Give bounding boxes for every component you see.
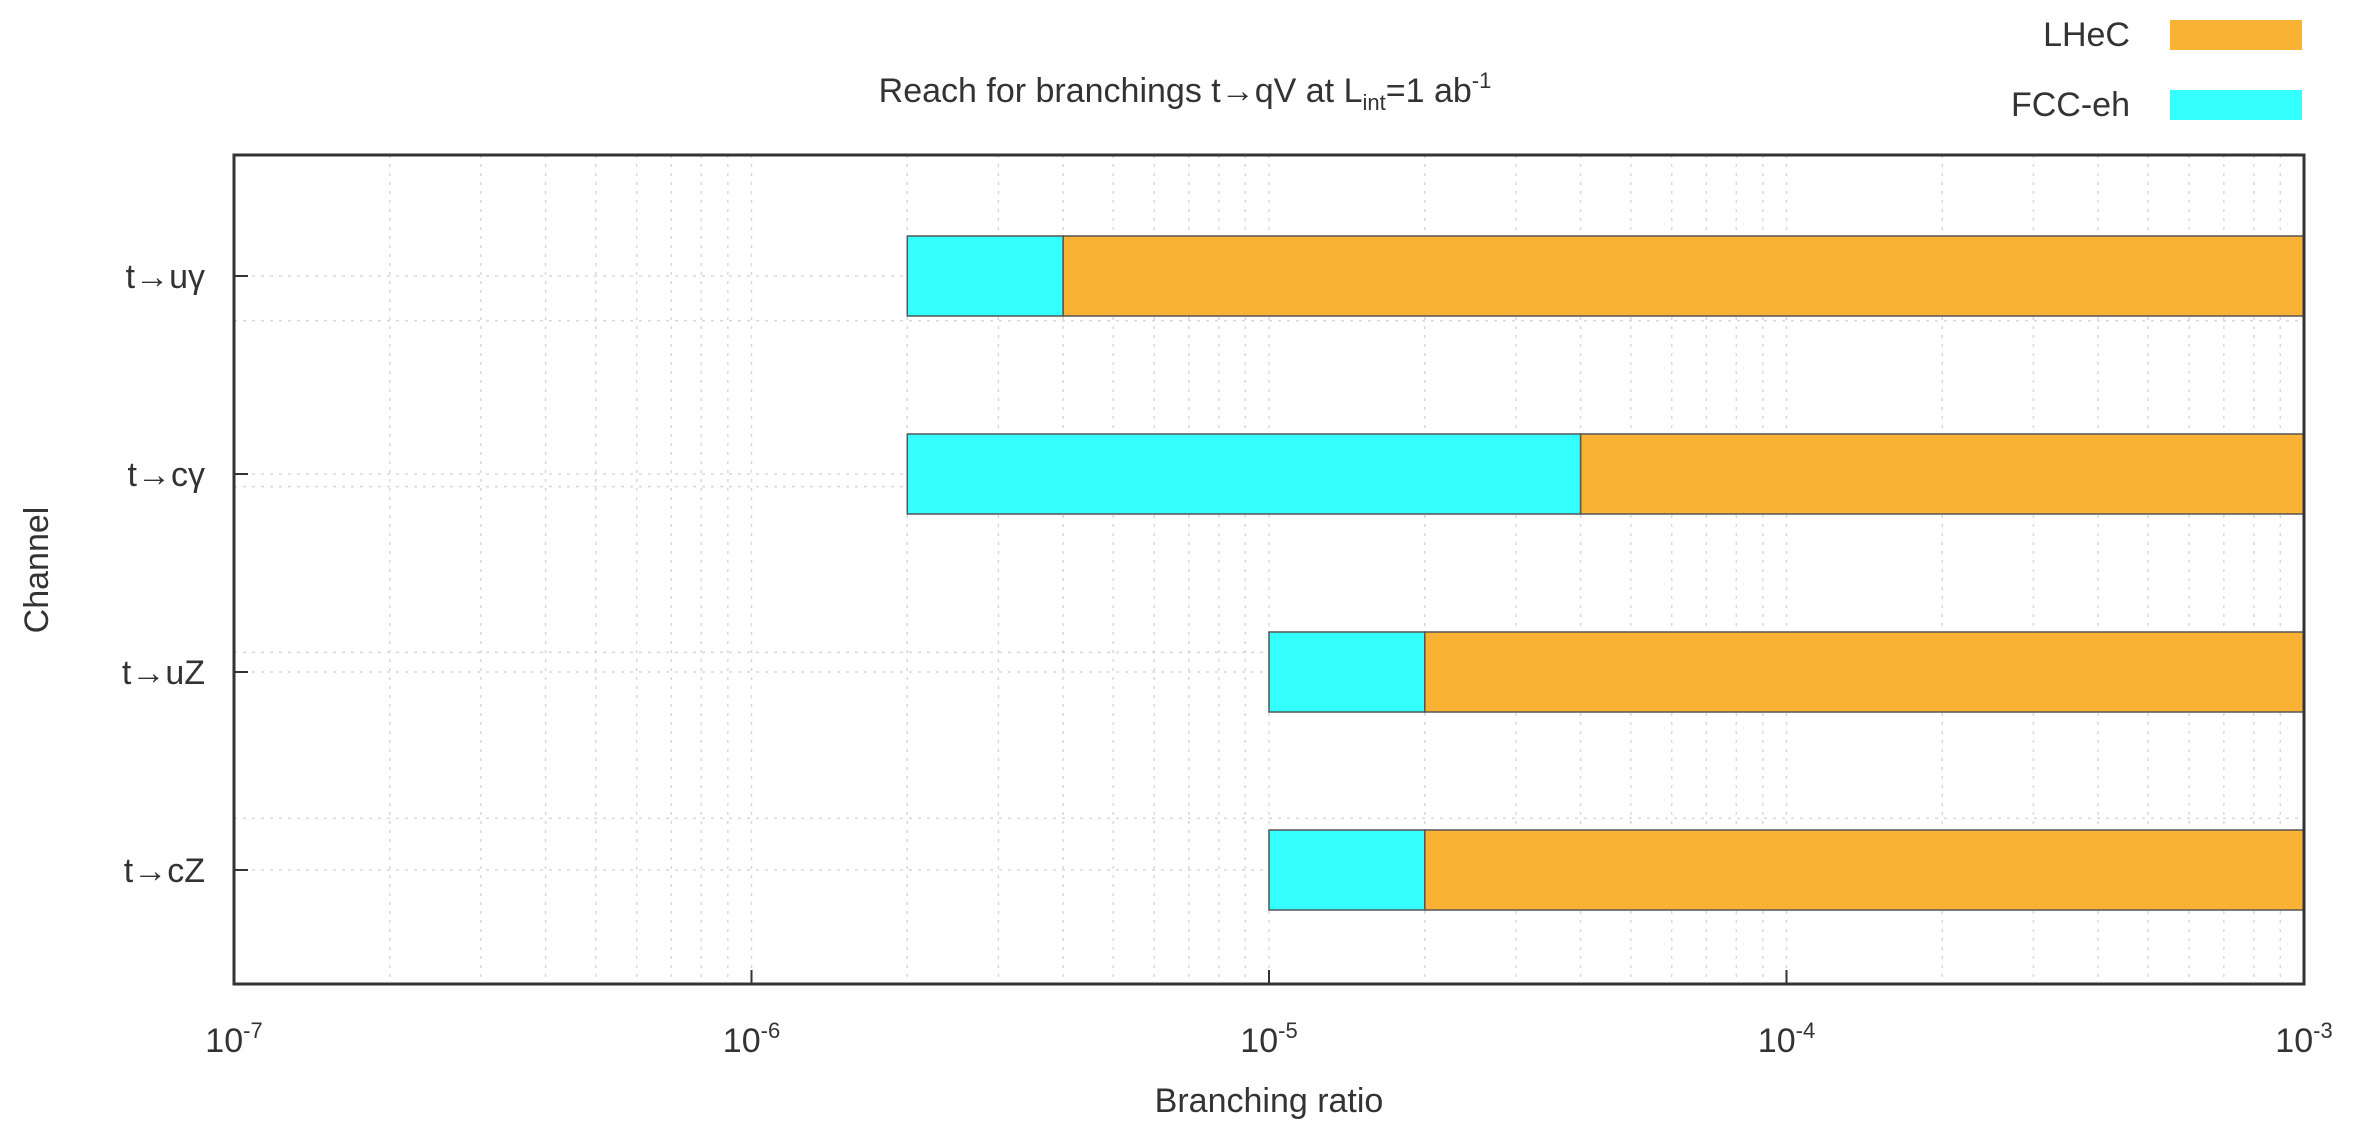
- x-tick-label: 10-3: [2275, 1018, 2332, 1060]
- y-tick-label: t→uZ: [122, 654, 205, 692]
- x-tick-label: 10-4: [1758, 1018, 1815, 1060]
- bar-lhec-4: [1424, 829, 2305, 911]
- y-tick-label: t→cZ: [124, 852, 205, 890]
- bar-fcc-eh-1: [906, 235, 1064, 317]
- y-axis-label: Channel: [18, 507, 56, 634]
- bar-lhec-2: [1579, 433, 2305, 515]
- bar-fcc-eh-2: [906, 433, 1582, 515]
- x-tick-label: 10-6: [723, 1018, 780, 1060]
- x-tick-label: 10-5: [1240, 1018, 1297, 1060]
- legend-label: LHeC: [2043, 16, 2130, 54]
- y-tick-label: t→cγ: [128, 456, 205, 494]
- bar-lhec-1: [1062, 235, 2305, 317]
- x-tick-label: 10-7: [205, 1018, 262, 1060]
- bar-lhec-3: [1424, 631, 2305, 713]
- x-tick-labels: 10-7 10-6 10-5 10-4 10-3: [205, 970, 2333, 1060]
- legend-label: FCC-eh: [2011, 86, 2130, 124]
- bar-fcc-eh-4: [1268, 829, 1426, 911]
- legend-swatch: [2170, 90, 2302, 120]
- plot-frame: [232, 153, 2306, 986]
- y-tick-label: t→uγ: [126, 258, 205, 296]
- legend-swatch: [2170, 20, 2302, 50]
- bars: [906, 235, 2305, 911]
- y-tick-labels: t→uγ t→cγ t→uZ t→cZ: [122, 258, 248, 890]
- bar-fcc-eh-3: [1268, 631, 1426, 713]
- chart-title: Reach for branchings t→qV at Lint=1 ab-1: [879, 68, 1492, 115]
- x-axis-label: Branching ratio: [1155, 1082, 1384, 1120]
- legend: LHeC FCC-eh: [2011, 16, 2302, 124]
